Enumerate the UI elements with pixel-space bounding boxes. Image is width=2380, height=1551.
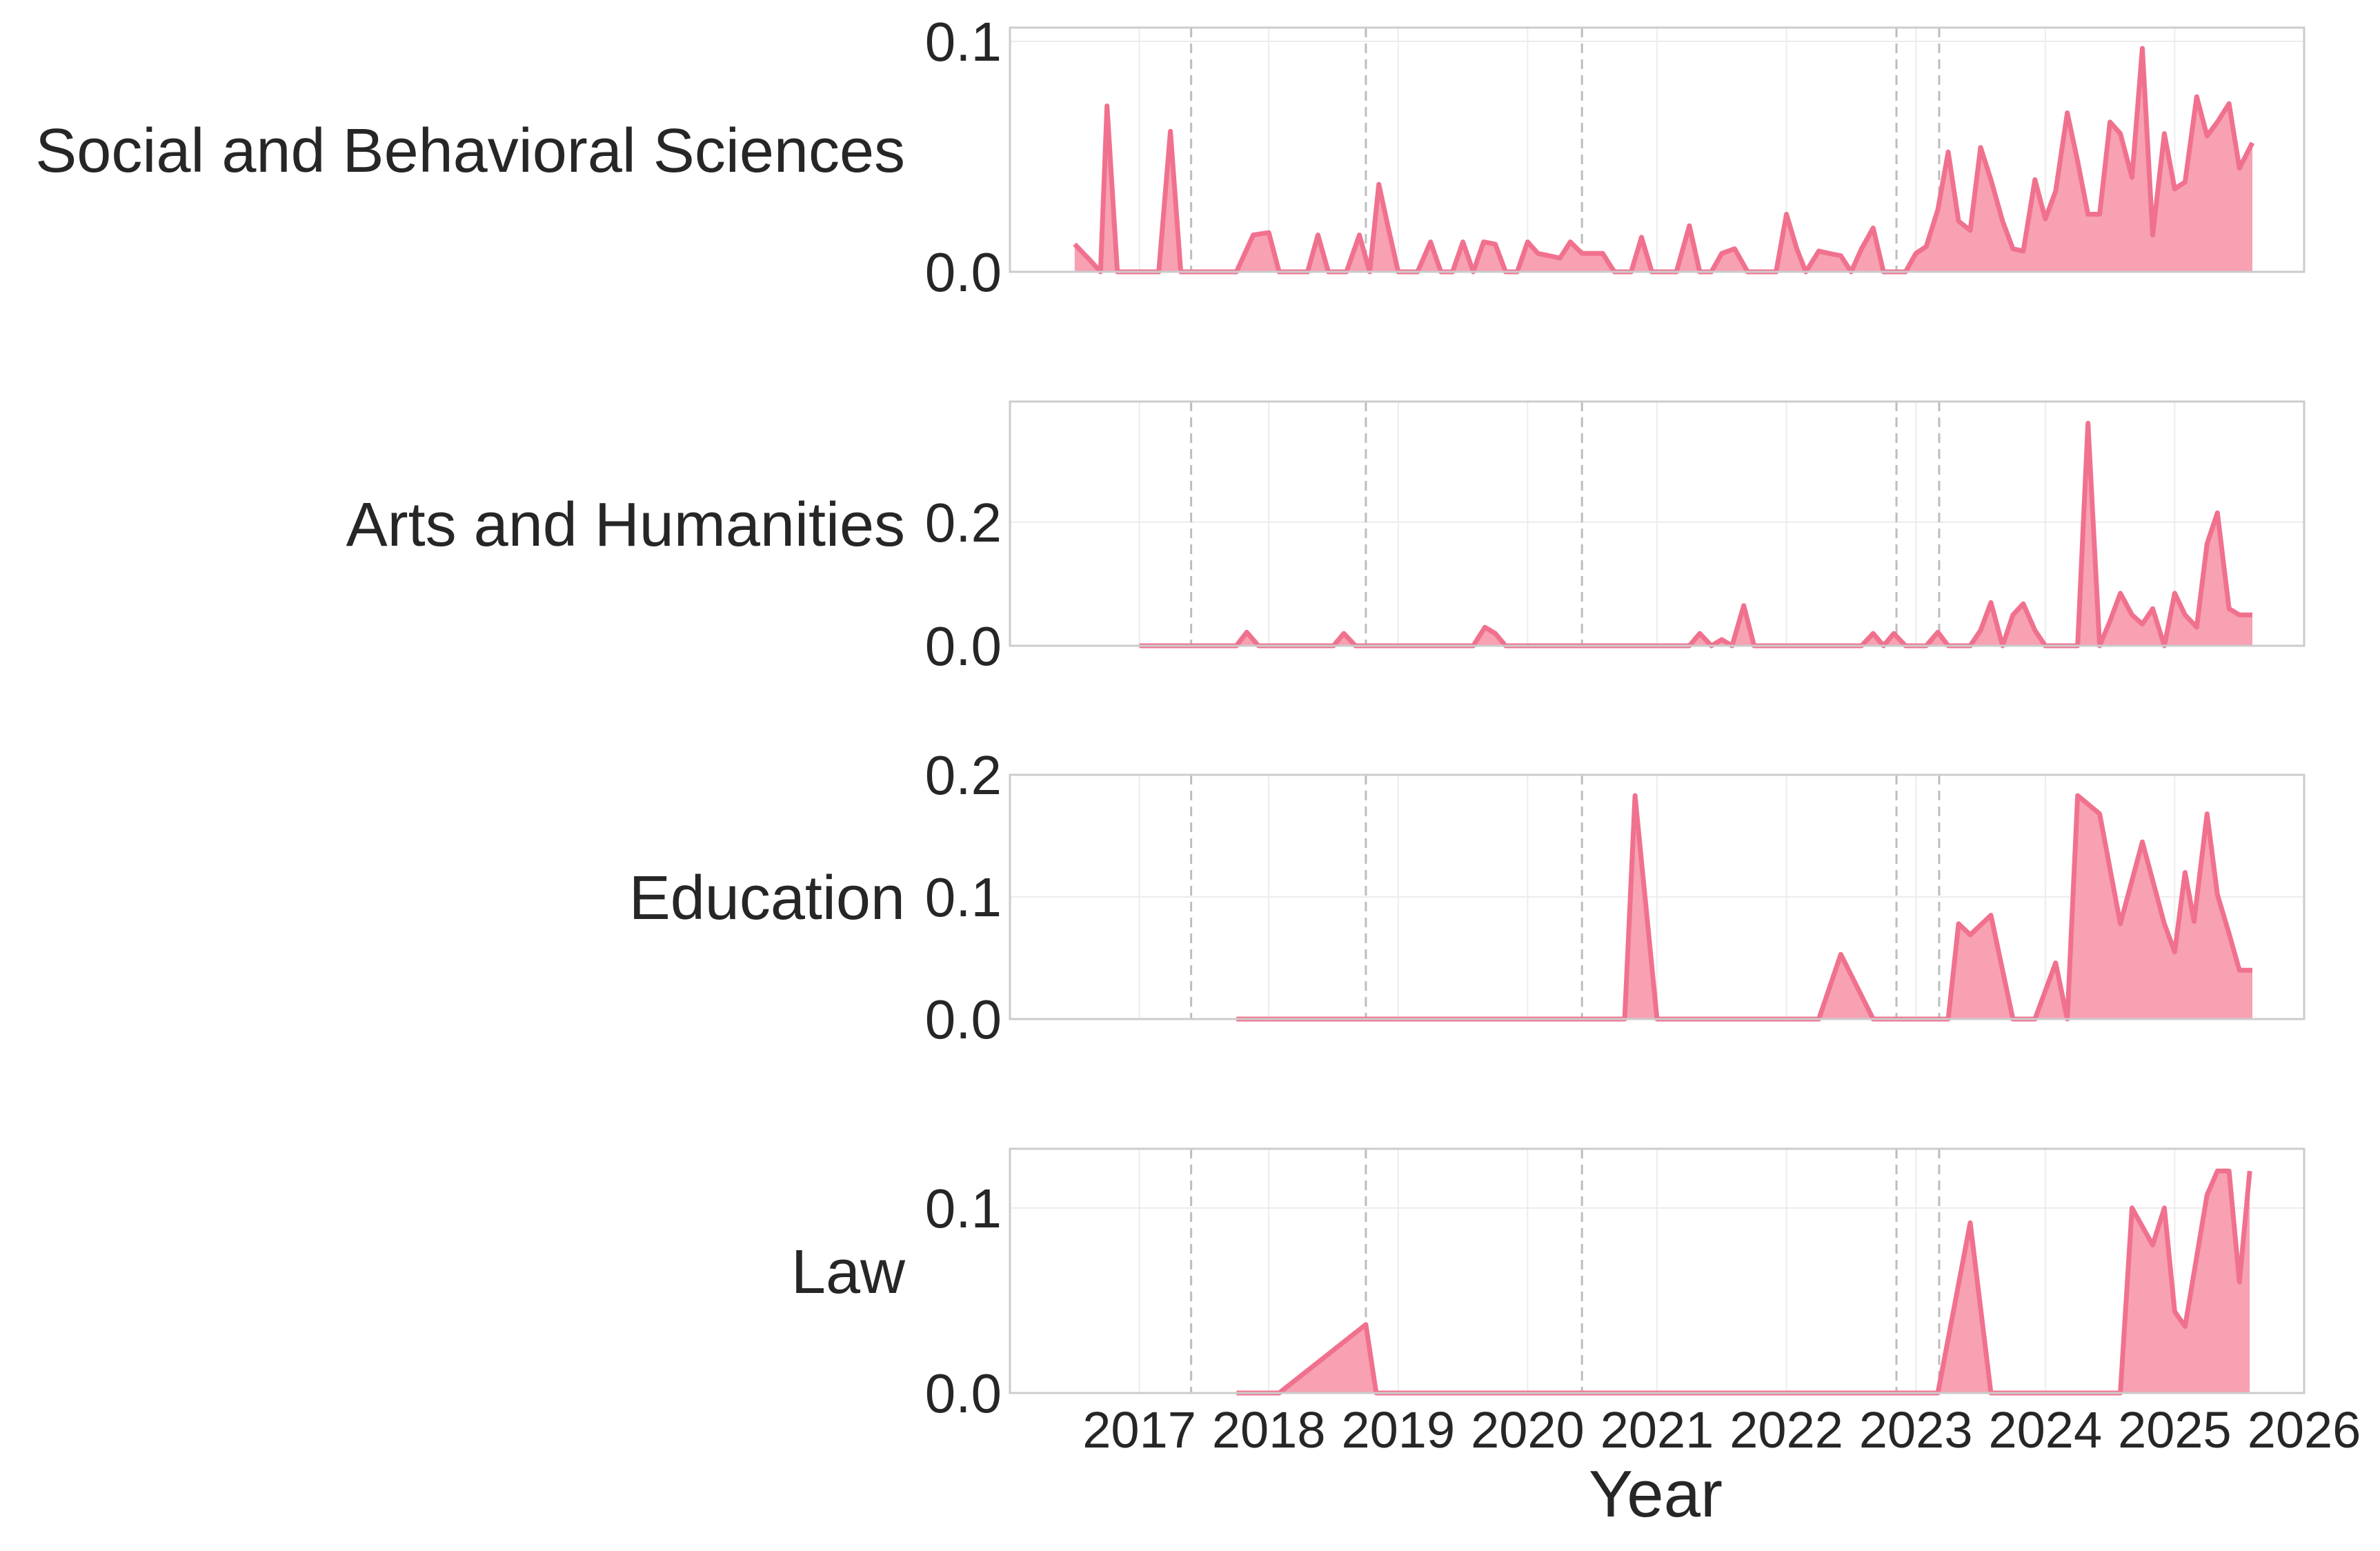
y-tick-label: 0.1 bbox=[925, 1178, 1002, 1239]
y-tick-label: 0.1 bbox=[925, 11, 1002, 72]
y-tick-label: 0.0 bbox=[925, 615, 1002, 677]
series-area bbox=[1236, 1171, 2250, 1393]
x-tick-label: 2023 bbox=[1859, 1401, 1973, 1459]
panel-label: Education bbox=[629, 864, 905, 933]
panel-frame bbox=[1009, 1147, 2305, 1394]
x-axis-title: Year bbox=[1589, 1457, 1723, 1531]
panel-label: Law bbox=[791, 1238, 906, 1307]
panel-1: 0.0 0.2 Arts and Humanities bbox=[346, 400, 2305, 677]
y-tick-label: 0.1 bbox=[925, 867, 1002, 928]
series-line bbox=[1139, 420, 2252, 649]
y-tick-label: 0.2 bbox=[925, 744, 1002, 806]
panel-frame bbox=[1009, 773, 2305, 1020]
x-tick-label: 2019 bbox=[1341, 1401, 1455, 1459]
series-line bbox=[1236, 1168, 2252, 1396]
x-tick-label: 2024 bbox=[1988, 1401, 2102, 1459]
x-tick-label: 2017 bbox=[1082, 1401, 1196, 1459]
x-tick-label: 2020 bbox=[1471, 1401, 1585, 1459]
series-area bbox=[1074, 48, 2252, 272]
panel-frame bbox=[1009, 400, 2305, 647]
panel-label: Social and Behavioral Sciences bbox=[35, 117, 905, 186]
panel-0: 0.0 0.1 Social and Behavioral Sciences bbox=[35, 11, 2305, 303]
x-axis: 2017 2018 2019 2020 2021 2022 2023 2024 2025 2026 bbox=[1082, 1401, 2361, 1459]
x-tick-label: 2021 bbox=[1600, 1401, 1714, 1459]
y-tick-label: 0.0 bbox=[925, 989, 1002, 1050]
y-tick-label: 0.0 bbox=[925, 241, 1002, 303]
x-tick-label: 2018 bbox=[1212, 1401, 1326, 1459]
y-tick-label: 0.2 bbox=[925, 492, 1002, 553]
panel-label: Arts and Humanities bbox=[346, 491, 905, 560]
panel-3: 0.0 0.1 Law bbox=[791, 1147, 2305, 1424]
x-tick-label: 2022 bbox=[1729, 1401, 1843, 1459]
series-line bbox=[1073, 46, 2255, 275]
x-tick-label: 2025 bbox=[2118, 1401, 2232, 1459]
panel-frame bbox=[1009, 26, 2305, 273]
x-tick-label: 2026 bbox=[2248, 1401, 2361, 1459]
y-tick-label: 0.0 bbox=[925, 1363, 1002, 1424]
panel-2: 0.0 0.1 0.2 Education bbox=[629, 744, 2305, 1050]
series-area bbox=[1236, 796, 2252, 1019]
